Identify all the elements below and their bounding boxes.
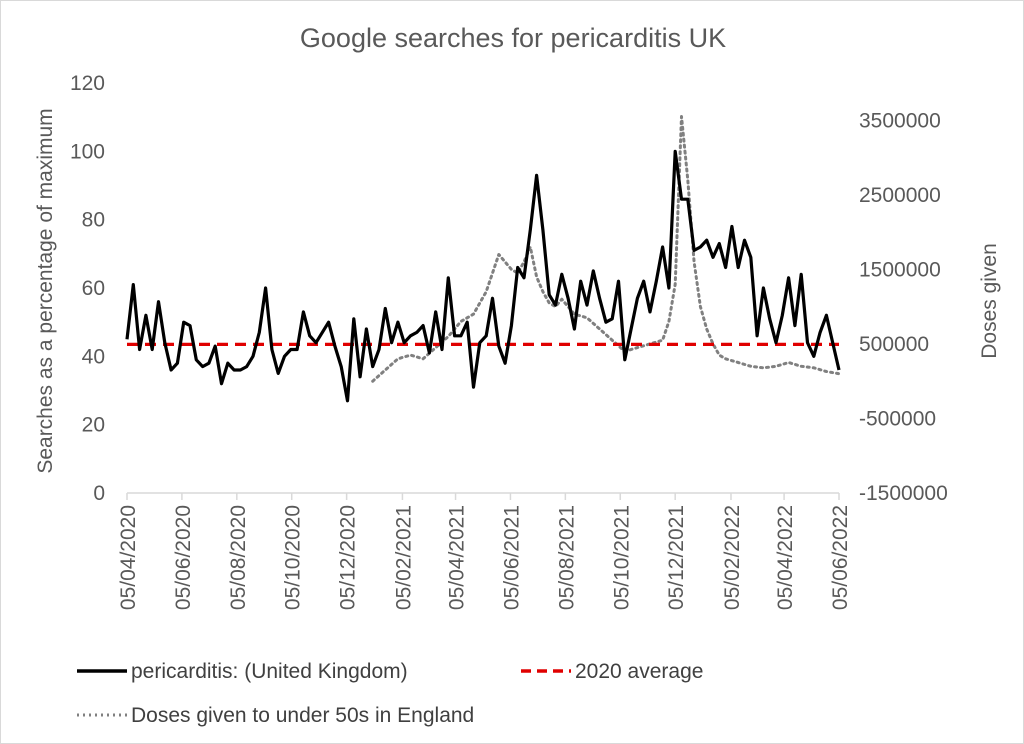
legend-label-pericarditis: pericarditis: (United Kingdom): [131, 660, 408, 683]
y2-tick-label: 500000: [859, 333, 929, 356]
legend-item-pericarditis: pericarditis: (United Kingdom): [77, 660, 408, 683]
y2-axis-title: Doses given: [978, 243, 1001, 359]
y2-tick-label: -500000: [859, 407, 936, 430]
chart-title: Google searches for pericarditis UK: [300, 23, 726, 53]
x-tick-label: 05/08/2020: [227, 505, 250, 610]
x-tick-label: 05/12/2021: [665, 505, 688, 610]
x-tick-label: 05/04/2022: [774, 505, 797, 610]
legend-item-2020-average: 2020 average: [521, 660, 703, 683]
x-tick-label: 05/02/2022: [721, 505, 744, 610]
legend-label-2020-average: 2020 average: [575, 660, 703, 683]
y-tick-label: 80: [82, 209, 105, 232]
y-tick-label: 60: [82, 277, 105, 300]
x-tick-label: 05/12/2020: [337, 505, 360, 610]
x-tick-label: 05/06/2020: [172, 505, 195, 610]
y-axis-ticks: 0 20 40 60 80 100 120: [70, 72, 105, 505]
x-axis-ticks: [126, 493, 840, 500]
legend-label-doses: Doses given to under 50s in England: [131, 704, 474, 727]
x-tick-label: 05/04/2020: [117, 505, 140, 610]
y2-tick-label: 3500000: [859, 109, 941, 132]
y2-tick-label: -1500000: [859, 482, 948, 505]
x-tick-label: 05/06/2022: [829, 505, 852, 610]
y2-tick-label: 2500000: [859, 184, 941, 207]
series-line-doses-given-to-under-50s-in-england: [371, 115, 841, 383]
x-tick-label: 05/10/2021: [610, 505, 633, 610]
plot-series: [125, 115, 841, 403]
x-tick-label: 05/08/2021: [555, 505, 578, 610]
x-tick-label: 05/10/2020: [282, 505, 305, 610]
y-tick-label: 20: [82, 414, 105, 437]
y-tick-label: 100: [70, 140, 105, 163]
x-tick-label: 05/06/2021: [500, 505, 523, 610]
series-line-pericarditis-united-kingdom: [125, 149, 841, 403]
legend-item-doses: Doses given to under 50s in England: [77, 704, 474, 727]
y-tick-label: 40: [82, 345, 105, 368]
y2-tick-label: 1500000: [859, 258, 941, 281]
y-axis-title: Searches as a percentage of maximum: [34, 108, 57, 473]
legend: pericarditis: (United Kingdom) 2020 aver…: [77, 660, 703, 727]
y-tick-label: 120: [70, 72, 105, 95]
y-tick-label: 0: [93, 482, 105, 505]
x-axis-tick-labels: 05/04/2020 05/06/2020 05/08/2020 05/10/2020…: [117, 505, 852, 610]
y2-axis-ticks: -1500000 -500000 500000 1500000 2500000 35000…: [859, 109, 948, 505]
x-tick-label: 05/04/2021: [446, 505, 469, 610]
x-tick-label: 05/02/2021: [392, 505, 415, 610]
